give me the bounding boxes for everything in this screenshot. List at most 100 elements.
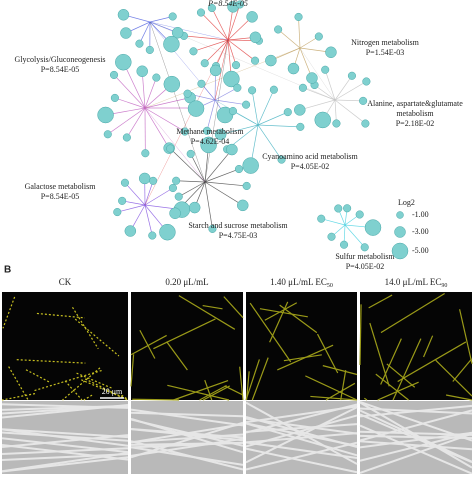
node: [234, 84, 242, 92]
fluorescence-image: [2, 292, 128, 400]
edge: [117, 205, 145, 212]
p-value: P=1.54E-03: [366, 48, 405, 57]
node: [243, 182, 251, 190]
column-label: CK: [59, 277, 72, 287]
node: [334, 205, 342, 213]
node: [113, 208, 121, 216]
node: [163, 36, 179, 52]
node: [340, 241, 348, 249]
node: [139, 173, 150, 184]
node: [265, 55, 276, 66]
edge: [205, 182, 243, 205]
node: [148, 232, 156, 240]
node: [288, 63, 299, 74]
p-value: P=4.05E-02: [346, 262, 385, 271]
node: [153, 74, 161, 82]
node: [321, 66, 329, 74]
node: [137, 66, 148, 77]
p-value: P=2.18E-02: [396, 119, 435, 128]
node: [365, 220, 381, 236]
network-labels: P=8.54E-05Glycolysis/GluconeogenesisP=8.…: [14, 0, 463, 271]
node: [201, 59, 209, 67]
node: [187, 150, 195, 158]
node: [146, 46, 154, 54]
edge: [145, 78, 156, 108]
node: [184, 90, 192, 98]
node: [210, 65, 221, 76]
node: [299, 84, 307, 92]
pathway-name: metabolism: [396, 109, 434, 118]
node: [284, 108, 292, 116]
pathway-name: Methane metabolism: [176, 127, 244, 136]
edge: [150, 22, 228, 40]
pathway-name: Nitrogen metabolism: [351, 38, 420, 47]
edge: [205, 182, 247, 186]
node: [172, 177, 180, 185]
node: [306, 73, 317, 84]
node: [142, 149, 150, 157]
node: [118, 197, 126, 205]
node: [333, 120, 341, 128]
node: [170, 208, 181, 219]
legend-node: [392, 243, 408, 259]
node: [247, 11, 258, 22]
node: [250, 32, 261, 43]
node: [159, 224, 175, 240]
node: [166, 145, 174, 153]
edge: [108, 108, 145, 134]
edge: [127, 108, 145, 137]
node: [297, 123, 305, 131]
scale-bar-label: 20 μm: [102, 387, 123, 396]
panel-label: B: [4, 265, 11, 276]
node: [363, 78, 371, 86]
node: [356, 211, 364, 219]
edge: [258, 90, 274, 125]
node: [315, 112, 331, 128]
edge: [335, 76, 352, 100]
node: [229, 107, 237, 115]
node: [164, 76, 180, 92]
node: [198, 80, 206, 88]
pathway-name: Starch and sucrose metabolism: [188, 221, 288, 230]
edge: [258, 125, 300, 127]
subscript: 90: [441, 283, 447, 289]
legend-label: -5.00: [412, 246, 429, 255]
node: [270, 86, 278, 94]
node: [251, 57, 259, 65]
p-value: P=4.75E-03: [219, 231, 258, 240]
node: [294, 104, 305, 115]
hypha: [132, 399, 179, 400]
subscript: 50: [327, 283, 333, 289]
node: [123, 134, 131, 142]
legend-title: Log2: [398, 198, 415, 207]
node: [197, 9, 205, 17]
node: [325, 47, 336, 58]
node: [190, 47, 198, 55]
node: [243, 158, 259, 174]
node: [111, 94, 119, 102]
p-value: P=8.54E-05: [207, 0, 248, 8]
legend-node: [397, 212, 404, 219]
column-label: 1.40 μL/mL EC50: [270, 277, 333, 289]
node: [136, 40, 144, 48]
node: [274, 26, 282, 34]
p-value: P=8.54E-05: [41, 65, 80, 74]
node: [348, 72, 356, 80]
node: [115, 54, 131, 70]
edge: [252, 90, 258, 125]
pathway-name: Galactose metabolism: [25, 182, 97, 191]
edge: [201, 13, 228, 40]
node: [237, 200, 248, 211]
legend-label: -3.00: [412, 227, 429, 236]
node: [98, 107, 114, 123]
node: [235, 165, 243, 173]
legend-label: -1.00: [412, 210, 429, 219]
node: [343, 204, 351, 212]
pathway-name: Glycolysis/Gluconeogenesis: [14, 55, 105, 64]
edge: [325, 70, 335, 100]
edge: [258, 112, 288, 125]
node: [295, 13, 303, 21]
column-label: 14.0 μL/mL EC90: [385, 277, 448, 289]
